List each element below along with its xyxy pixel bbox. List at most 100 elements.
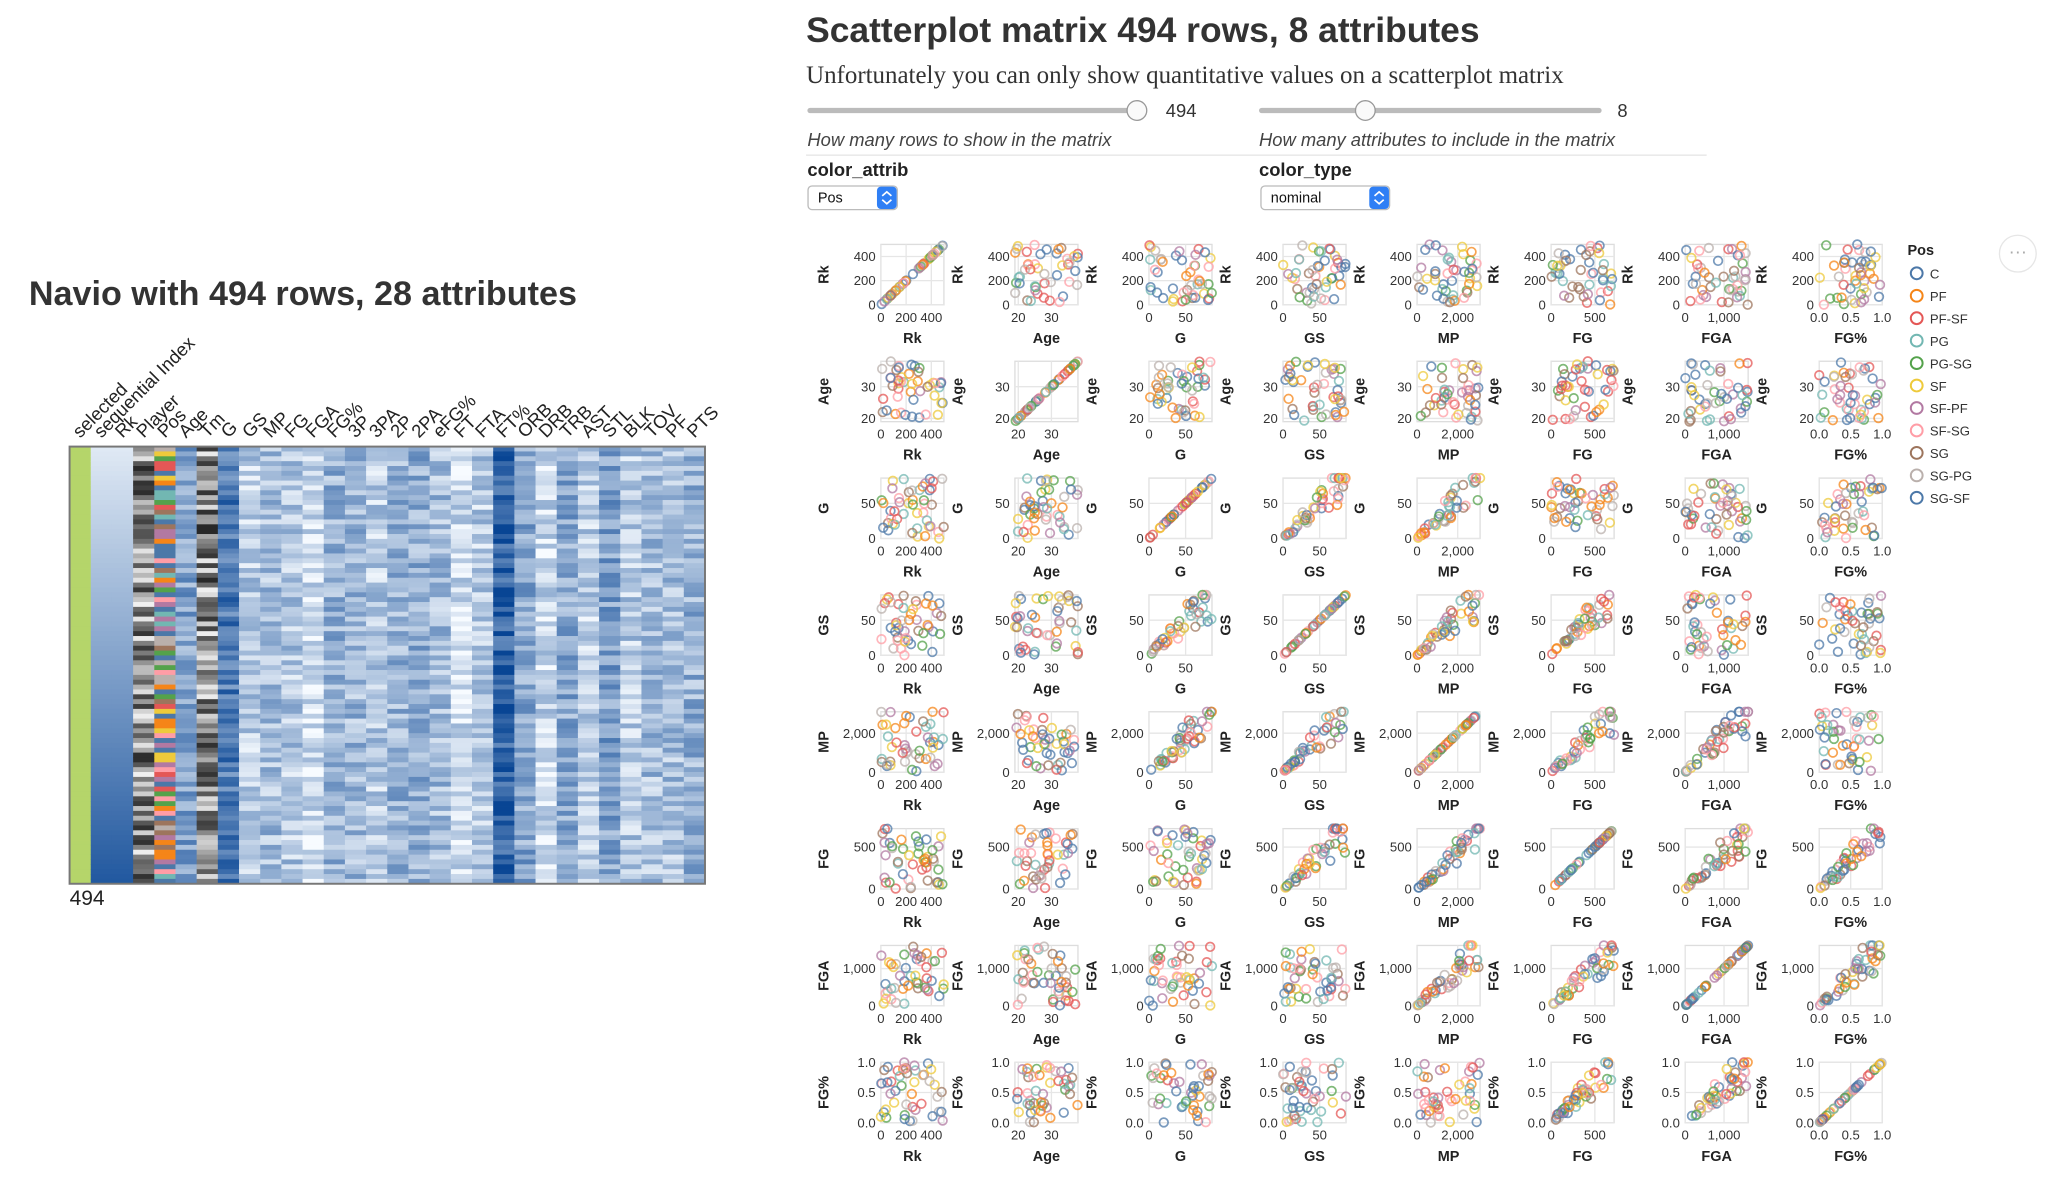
navio-cell (641, 597, 664, 603)
navio-cell (239, 509, 261, 515)
y-tick-label: 0 (1539, 648, 1546, 663)
navio-cell (514, 742, 536, 749)
navio-cell (281, 786, 303, 792)
point-texture (892, 391, 903, 402)
point-texture (1608, 365, 1619, 376)
point-texture (1835, 380, 1846, 392)
y-axis-label: Age (1219, 378, 1235, 405)
navio-cell (175, 674, 198, 681)
navio-cell (662, 446, 685, 452)
navio-cell (260, 820, 282, 826)
point-texture (1594, 499, 1605, 511)
navio-cell (535, 757, 558, 763)
point-texture (1192, 486, 1204, 497)
point-texture (1840, 532, 1852, 544)
navio-cell (366, 738, 388, 744)
navio-cell (281, 509, 303, 515)
point-texture (1560, 255, 1572, 266)
navio-cell (535, 650, 558, 656)
navio-cell (450, 572, 473, 579)
point-texture (1740, 275, 1751, 286)
navio-cell (514, 757, 536, 763)
navio-cell (683, 810, 706, 817)
navio-cell (69, 854, 92, 860)
point-texture (900, 409, 911, 421)
navio-cell (344, 500, 367, 506)
navio-cell (535, 602, 558, 608)
point-texture (1473, 589, 1485, 601)
navio-cell (556, 689, 579, 695)
navio-cell (323, 660, 346, 666)
navio-cell (344, 679, 367, 685)
point-texture (1708, 478, 1719, 489)
navio-cell (344, 854, 367, 860)
point-texture (1703, 242, 1714, 254)
navio-cell (133, 558, 155, 564)
navio-cell (683, 553, 706, 559)
point-texture (1846, 516, 1858, 528)
navio-cell (535, 747, 558, 754)
color-type-select[interactable] (1260, 185, 1391, 211)
navio-cell (366, 796, 388, 802)
navio-cell (69, 723, 92, 729)
x-axis-label: FG (1573, 331, 1593, 347)
navio-cell (344, 738, 367, 744)
point-texture (1144, 532, 1156, 543)
navio-cell (429, 660, 452, 666)
navio-cell (302, 650, 325, 656)
attributes-slider-knob[interactable] (1354, 100, 1376, 122)
navio-cell (577, 456, 600, 462)
navio-cell (472, 640, 494, 647)
navio-cell (344, 495, 367, 501)
navio-cell (620, 592, 642, 598)
navio-cell (344, 757, 367, 763)
navio-cell (323, 878, 346, 885)
rows-slider-knob[interactable] (1126, 100, 1148, 122)
navio-cell (450, 660, 473, 666)
y-tick-label: 50 (1129, 496, 1144, 511)
navio-cell (111, 665, 134, 671)
navio-cell (344, 874, 367, 880)
navio-cell (69, 791, 92, 797)
point-texture (1053, 244, 1064, 255)
point-texture (1071, 625, 1082, 636)
navio-cell (408, 742, 431, 749)
navio-cell (111, 762, 134, 768)
navio-cell (408, 451, 431, 457)
x-axis-label: Age (1033, 331, 1060, 347)
x-axis-label: FG% (1834, 681, 1867, 697)
color-attrib-select[interactable] (807, 185, 898, 211)
navio-cell (514, 524, 536, 530)
navio-cell (260, 504, 282, 511)
point-texture (1304, 744, 1316, 755)
point-texture (1458, 502, 1469, 513)
navio-cell (408, 558, 431, 564)
navio-cell (90, 650, 113, 656)
navio-cell (620, 723, 642, 729)
navio-cell (577, 674, 600, 681)
y-tick-label: 50 (861, 496, 876, 511)
navio-cell (535, 835, 558, 841)
navio-cell (69, 611, 92, 617)
point-texture (1869, 397, 1881, 408)
navio-cell (514, 708, 536, 715)
navio-cell (196, 645, 219, 651)
y-axis-label: G (816, 503, 832, 514)
navio-cell (111, 674, 134, 681)
navio-cell (260, 742, 282, 749)
y-tick-label: 0 (1405, 648, 1412, 663)
navio-cell (599, 524, 621, 530)
navio-cell (196, 806, 219, 812)
navio-cell (408, 810, 431, 817)
navio-cell (344, 674, 367, 681)
navio-cell (577, 466, 600, 472)
navio-cell (450, 636, 473, 642)
navio-cell (535, 446, 558, 452)
navio-cell (344, 466, 367, 472)
navio-cell (239, 840, 261, 846)
point-texture (1176, 747, 1187, 758)
point-texture (1179, 744, 1190, 755)
navio-cell (662, 742, 685, 749)
navio-cell (493, 810, 515, 817)
navio-cell (260, 461, 282, 467)
